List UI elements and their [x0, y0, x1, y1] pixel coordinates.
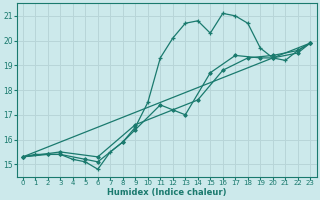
X-axis label: Humidex (Indice chaleur): Humidex (Indice chaleur): [107, 188, 226, 197]
